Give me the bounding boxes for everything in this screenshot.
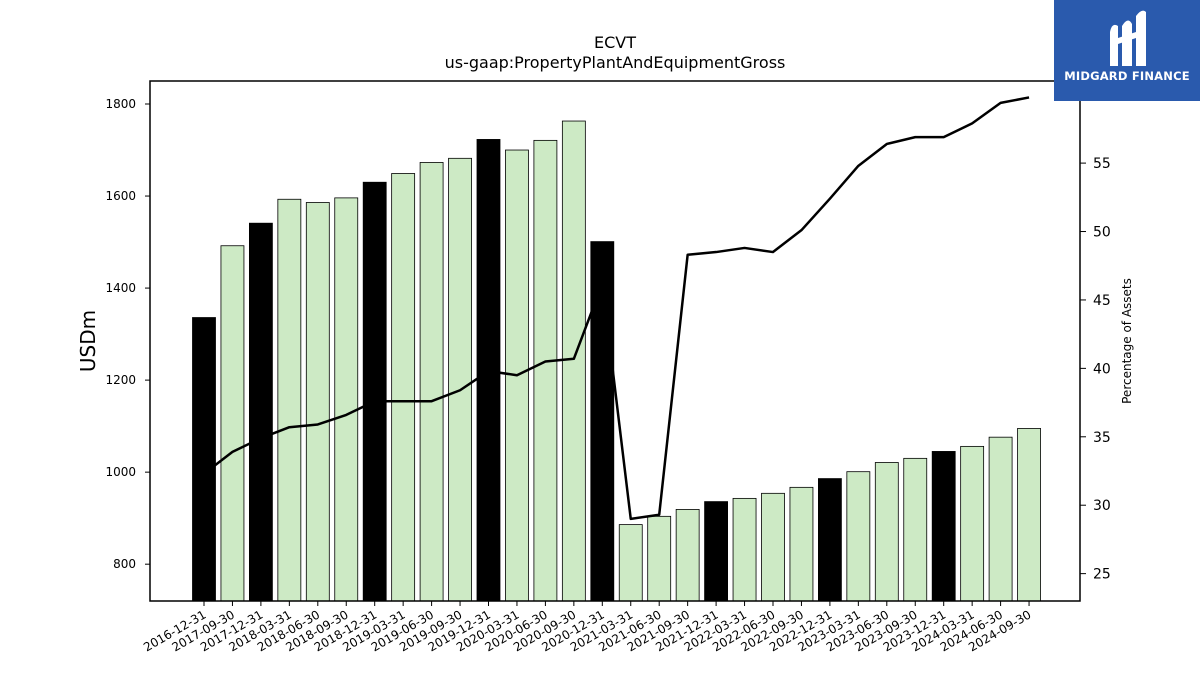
y2-tick-label: 45	[1093, 293, 1111, 309]
bar	[362, 181, 387, 602]
bar	[419, 162, 444, 602]
plot-frame	[149, 80, 1081, 602]
bar	[561, 120, 586, 602]
bar	[675, 509, 700, 602]
bar	[192, 317, 216, 602]
y2-axis: 25 30 35 40 45 50 55	[1080, 156, 1111, 583]
y2-tick-label: 50	[1093, 225, 1111, 241]
y-tick-label: 1000	[105, 465, 136, 479]
chart-title: ECVT	[594, 33, 636, 52]
bar	[846, 471, 871, 602]
bar	[277, 198, 302, 602]
bar	[448, 157, 472, 602]
y2-axis-label: Percentage of Assets	[1120, 278, 1134, 404]
bar	[903, 457, 928, 602]
bar	[988, 436, 1013, 602]
y-tick-label: 800	[113, 557, 136, 571]
y2-tick-label: 35	[1093, 430, 1111, 446]
line-group	[203, 96, 1030, 521]
y-tick-label: 1200	[105, 373, 136, 387]
bar	[818, 478, 842, 602]
bar	[931, 451, 956, 602]
bar	[391, 173, 416, 602]
y-axis: 800 1000 1200 1400 1600 1800	[105, 97, 150, 571]
midgard-logo-icon	[1110, 10, 1146, 66]
brand-logo: MIDGARD FINANCE	[1054, 0, 1200, 101]
chart-subtitle: us-gaap:PropertyPlantAndEquipmentGross	[445, 53, 786, 72]
bar	[960, 445, 985, 602]
bar	[305, 202, 330, 602]
bar	[220, 245, 245, 602]
y-axis-label: USDm	[76, 310, 100, 372]
y-tick-label: 1400	[105, 281, 136, 295]
bar	[647, 515, 672, 602]
bar	[789, 486, 814, 602]
bar	[874, 462, 899, 602]
y2-tick-label: 25	[1093, 567, 1111, 583]
y2-tick-label: 40	[1093, 361, 1111, 377]
bar	[1017, 428, 1041, 602]
y-tick-label: 1600	[105, 189, 136, 203]
y-tick-label: 1800	[105, 97, 136, 111]
y2-tick-label: 55	[1093, 156, 1111, 172]
bar	[618, 524, 643, 602]
bar	[761, 492, 785, 602]
bar	[590, 241, 615, 602]
x-axis: 2016-12-312017-09-302017-12-312018-03-31…	[141, 601, 1034, 654]
series-line	[203, 96, 1030, 521]
bar	[248, 222, 273, 602]
bar	[533, 139, 558, 602]
bar	[704, 501, 728, 602]
bar	[334, 197, 359, 602]
bar-group	[192, 120, 1041, 602]
logo-text: MIDGARD FINANCE	[1064, 69, 1190, 83]
bar	[732, 497, 757, 602]
y2-tick-label: 30	[1093, 498, 1111, 514]
